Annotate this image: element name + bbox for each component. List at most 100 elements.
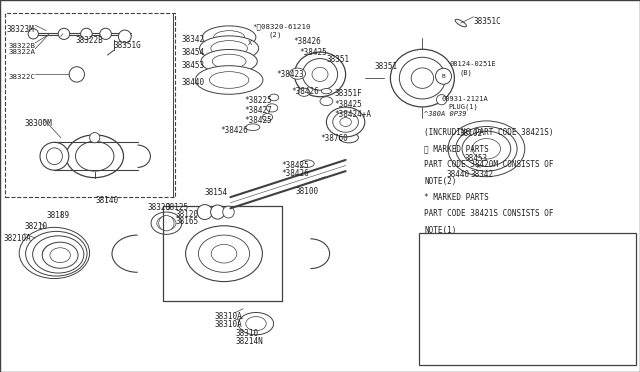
Ellipse shape xyxy=(448,121,525,177)
Text: 38210: 38210 xyxy=(24,222,47,231)
Text: *38225: *38225 xyxy=(244,96,272,105)
Ellipse shape xyxy=(195,66,263,94)
Text: (INCRUDING PART CODE 38421S): (INCRUDING PART CODE 38421S) xyxy=(424,128,554,137)
Ellipse shape xyxy=(246,124,260,131)
Ellipse shape xyxy=(37,240,76,268)
Text: 38351G: 38351G xyxy=(114,41,141,50)
Text: 08124-0251E: 08124-0251E xyxy=(449,61,496,67)
Ellipse shape xyxy=(157,216,176,230)
Ellipse shape xyxy=(58,28,70,39)
Text: PLUG(1): PLUG(1) xyxy=(448,103,477,110)
Ellipse shape xyxy=(26,231,87,276)
Text: *38426: *38426 xyxy=(221,126,248,135)
Ellipse shape xyxy=(455,19,467,27)
Ellipse shape xyxy=(212,54,246,68)
Text: 38125: 38125 xyxy=(166,203,189,212)
Text: (B): (B) xyxy=(460,70,472,76)
Text: *38423: *38423 xyxy=(276,70,304,79)
Ellipse shape xyxy=(151,212,182,234)
Ellipse shape xyxy=(467,135,506,163)
Ellipse shape xyxy=(19,227,90,279)
Ellipse shape xyxy=(223,206,234,218)
Text: 38310: 38310 xyxy=(236,329,259,338)
Text: 38140: 38140 xyxy=(96,196,119,205)
Text: 38351: 38351 xyxy=(326,55,349,64)
Text: X: X xyxy=(477,164,481,169)
Ellipse shape xyxy=(76,141,114,171)
Ellipse shape xyxy=(33,236,84,273)
Text: 38351F: 38351F xyxy=(334,89,362,97)
Ellipse shape xyxy=(321,89,332,94)
Ellipse shape xyxy=(209,72,249,88)
Text: X: X xyxy=(248,40,253,46)
Text: B: B xyxy=(442,74,445,79)
Text: *38426: *38426 xyxy=(293,37,321,46)
Text: NOTE(1): NOTE(1) xyxy=(424,226,457,235)
Ellipse shape xyxy=(399,57,445,99)
Text: 38440: 38440 xyxy=(181,78,204,87)
Text: 38453: 38453 xyxy=(181,61,204,70)
Text: PART CODE 38421S CONSISTS OF: PART CODE 38421S CONSISTS OF xyxy=(424,209,554,218)
Ellipse shape xyxy=(211,41,248,56)
Text: 38210A: 38210A xyxy=(3,234,31,243)
Text: 38154: 38154 xyxy=(205,188,228,197)
Text: 38322B: 38322B xyxy=(76,36,103,45)
Text: PART CODE 38420M CONSISTS OF: PART CODE 38420M CONSISTS OF xyxy=(424,160,554,169)
Text: 38102: 38102 xyxy=(460,129,483,138)
Text: 38189: 38189 xyxy=(46,211,69,220)
Ellipse shape xyxy=(462,131,511,167)
Text: *38425: *38425 xyxy=(334,100,362,109)
Text: 38351C: 38351C xyxy=(474,17,501,26)
Text: * MARKED PARTS: * MARKED PARTS xyxy=(424,193,489,202)
Ellipse shape xyxy=(50,248,70,263)
Ellipse shape xyxy=(200,36,259,61)
Text: *38760: *38760 xyxy=(320,134,348,143)
Text: 38300M: 38300M xyxy=(24,119,52,128)
Circle shape xyxy=(90,132,100,143)
Ellipse shape xyxy=(211,244,237,263)
Ellipse shape xyxy=(298,88,310,96)
Circle shape xyxy=(28,29,38,39)
Ellipse shape xyxy=(201,49,257,73)
Text: *38425: *38425 xyxy=(300,48,327,57)
Text: 38214N: 38214N xyxy=(236,337,263,346)
Text: 38453: 38453 xyxy=(465,154,488,163)
Ellipse shape xyxy=(246,317,266,331)
Text: 00931-2121A: 00931-2121A xyxy=(442,96,488,102)
Ellipse shape xyxy=(333,112,358,132)
Text: 38454: 38454 xyxy=(181,48,204,57)
Ellipse shape xyxy=(66,135,124,177)
Circle shape xyxy=(435,68,452,84)
Text: 38322C: 38322C xyxy=(8,74,35,80)
Ellipse shape xyxy=(100,28,111,39)
Ellipse shape xyxy=(290,68,306,79)
Text: ※ MARKED PARTS: ※ MARKED PARTS xyxy=(424,144,489,153)
Ellipse shape xyxy=(456,126,517,171)
Ellipse shape xyxy=(262,113,273,121)
Text: 38351: 38351 xyxy=(374,62,397,71)
Text: *38424+A: *38424+A xyxy=(334,110,371,119)
Ellipse shape xyxy=(312,67,328,81)
Circle shape xyxy=(69,67,84,82)
Ellipse shape xyxy=(197,205,212,219)
Text: 38323M: 38323M xyxy=(6,25,34,34)
Ellipse shape xyxy=(202,26,256,48)
Ellipse shape xyxy=(300,160,314,167)
Text: *Ⓢ08320-61210: *Ⓢ08320-61210 xyxy=(253,23,311,30)
Ellipse shape xyxy=(340,118,351,126)
Ellipse shape xyxy=(32,237,77,269)
Circle shape xyxy=(118,30,131,43)
Text: 38342: 38342 xyxy=(181,35,204,44)
Ellipse shape xyxy=(412,68,434,89)
Bar xyxy=(5,13,175,197)
Circle shape xyxy=(159,215,174,231)
Ellipse shape xyxy=(47,148,63,164)
Ellipse shape xyxy=(472,139,500,159)
Text: *38426: *38426 xyxy=(282,169,309,178)
Text: *38426: *38426 xyxy=(291,87,319,96)
Circle shape xyxy=(436,94,447,105)
Ellipse shape xyxy=(42,242,78,268)
Ellipse shape xyxy=(339,132,358,143)
Ellipse shape xyxy=(198,235,250,272)
Text: NOTE(2): NOTE(2) xyxy=(424,177,457,186)
